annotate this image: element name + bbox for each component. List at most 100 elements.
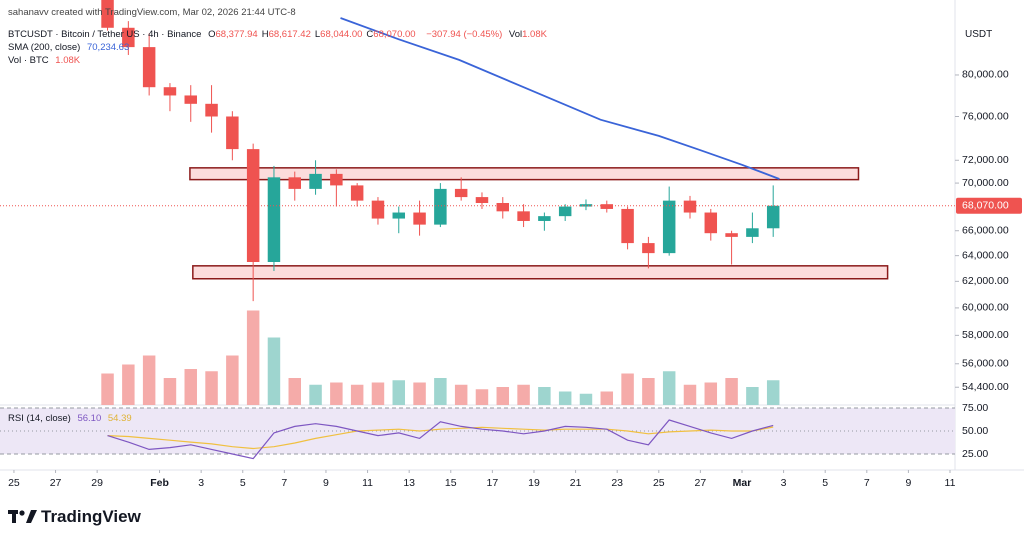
volume-bar — [746, 387, 759, 405]
candle-body — [496, 202, 510, 212]
ohlc-value: 68,617.42 — [268, 29, 311, 40]
x-tick-label: Mar — [733, 477, 752, 489]
x-tick-label: 5 — [822, 477, 828, 489]
vol-name: Vol · BTC — [8, 55, 49, 66]
candle-body — [725, 233, 738, 237]
candle-body — [621, 208, 634, 244]
candle-body — [766, 205, 780, 229]
x-tick-label: 3 — [198, 477, 204, 489]
currency: USDT — [965, 29, 993, 40]
last-price-tag — [956, 197, 1022, 214]
vol-legend: Vol · BTC 1.08K — [8, 55, 84, 66]
rsi-legend: RSI (14, close) 56.10 54.39 — [8, 413, 136, 424]
last-price-label: 68,070.00 — [962, 200, 1009, 212]
volume-bar — [475, 389, 489, 405]
volume-bar — [662, 371, 676, 405]
volume-bar — [309, 384, 322, 405]
volume-bar — [454, 384, 468, 405]
credit: sahanavv created with TradingView.com, M… — [8, 7, 296, 18]
candle-body — [475, 197, 489, 203]
volume-bar — [766, 380, 780, 405]
y-tick-label: 70,000.00 — [962, 177, 1009, 189]
candle-body — [413, 212, 426, 225]
x-tick-label: 7 — [281, 477, 287, 489]
vol-value: 1.08K — [522, 29, 547, 40]
rsi-band — [0, 408, 955, 455]
candle-body — [142, 47, 156, 88]
volume-bar — [122, 364, 135, 405]
x-tick-label: 25 — [653, 477, 665, 489]
volume-bar — [413, 382, 426, 405]
volume-bar — [683, 384, 697, 405]
x-tick-label: 27 — [50, 477, 62, 489]
rsi-tick-label: 75.00 — [962, 402, 988, 414]
x-tick-label: 9 — [905, 477, 911, 489]
symbol-row: BTCUSDT · Bitcoin / Tether US · 4h · Bin… — [8, 29, 551, 40]
volume-bar — [517, 384, 530, 405]
candle-body — [101, 0, 114, 28]
y-tick-label: 64,000.00 — [962, 249, 1009, 261]
candle-body — [371, 200, 385, 219]
volume-bar — [205, 371, 218, 405]
ohlc-value: 68,070.00 — [373, 29, 416, 40]
symbol: BTCUSDT · Bitcoin / Tether US · 4h · Bin… — [8, 29, 202, 40]
x-tick-label: 27 — [695, 477, 707, 489]
candle-body — [122, 27, 135, 48]
candle-body — [288, 177, 301, 189]
candle-body — [683, 200, 697, 213]
x-tick-label: 5 — [240, 477, 246, 489]
candle-body — [267, 177, 281, 262]
ohlc-value: 68,044.00 — [320, 29, 363, 40]
ohlc-key: C — [366, 29, 374, 40]
volume-bar — [267, 337, 281, 405]
rsi-ma-line — [107, 426, 774, 450]
ohlc-value: 68,377.94 — [215, 29, 258, 40]
ohlc-key: H — [261, 29, 269, 40]
candle-body — [517, 211, 530, 221]
candle-body — [746, 228, 759, 237]
volume-bar — [142, 355, 156, 405]
volume-bar — [163, 378, 177, 405]
volume-bar — [704, 382, 718, 405]
ohlc-key: L — [314, 29, 321, 40]
candle-body — [330, 173, 343, 186]
x-tick-label: 25 — [8, 477, 20, 489]
candle-body — [246, 149, 260, 262]
candle-body — [454, 188, 468, 198]
volume-bar — [392, 380, 406, 405]
candle-body — [558, 206, 572, 217]
x-tick-label: 21 — [570, 477, 582, 489]
y-tick-label: 58,000.00 — [962, 329, 1009, 341]
volume-bar — [101, 373, 114, 405]
candle-body — [600, 204, 614, 209]
candle-body — [662, 200, 676, 254]
sma-value: 70,234.63 — [86, 42, 130, 53]
volume-bar — [579, 393, 593, 405]
x-tick-label: 13 — [403, 477, 415, 489]
y-tick-label: 66,000.00 — [962, 225, 1009, 237]
x-tick-label: 19 — [528, 477, 540, 489]
x-tick-label: 17 — [487, 477, 499, 489]
y-tick-label: 62,000.00 — [962, 275, 1009, 287]
y-tick-label: 76,000.00 — [962, 110, 1009, 122]
volume-bar — [725, 378, 738, 405]
vol-legend-value: 1.08K — [55, 55, 81, 66]
sma-name: SMA (200, close) — [8, 42, 81, 53]
candle-body — [642, 243, 655, 254]
candle-body — [163, 87, 177, 96]
volume-bar — [226, 355, 239, 405]
x-tick-label: 11 — [362, 477, 373, 489]
rsi-tick-label: 50.00 — [962, 425, 988, 437]
volume-bar — [558, 391, 572, 405]
x-tick-label: 3 — [781, 477, 787, 489]
zone — [192, 265, 889, 280]
logo-text: TradingView — [41, 507, 141, 526]
x-tick-label: 23 — [611, 477, 623, 489]
candle-body — [392, 212, 406, 219]
x-tick-label: 7 — [864, 477, 870, 489]
y-tick-label: 72,000.00 — [962, 154, 1009, 166]
volume-bar — [246, 310, 260, 405]
y-tick-label: 60,000.00 — [962, 302, 1009, 314]
sma-line — [340, 17, 780, 180]
